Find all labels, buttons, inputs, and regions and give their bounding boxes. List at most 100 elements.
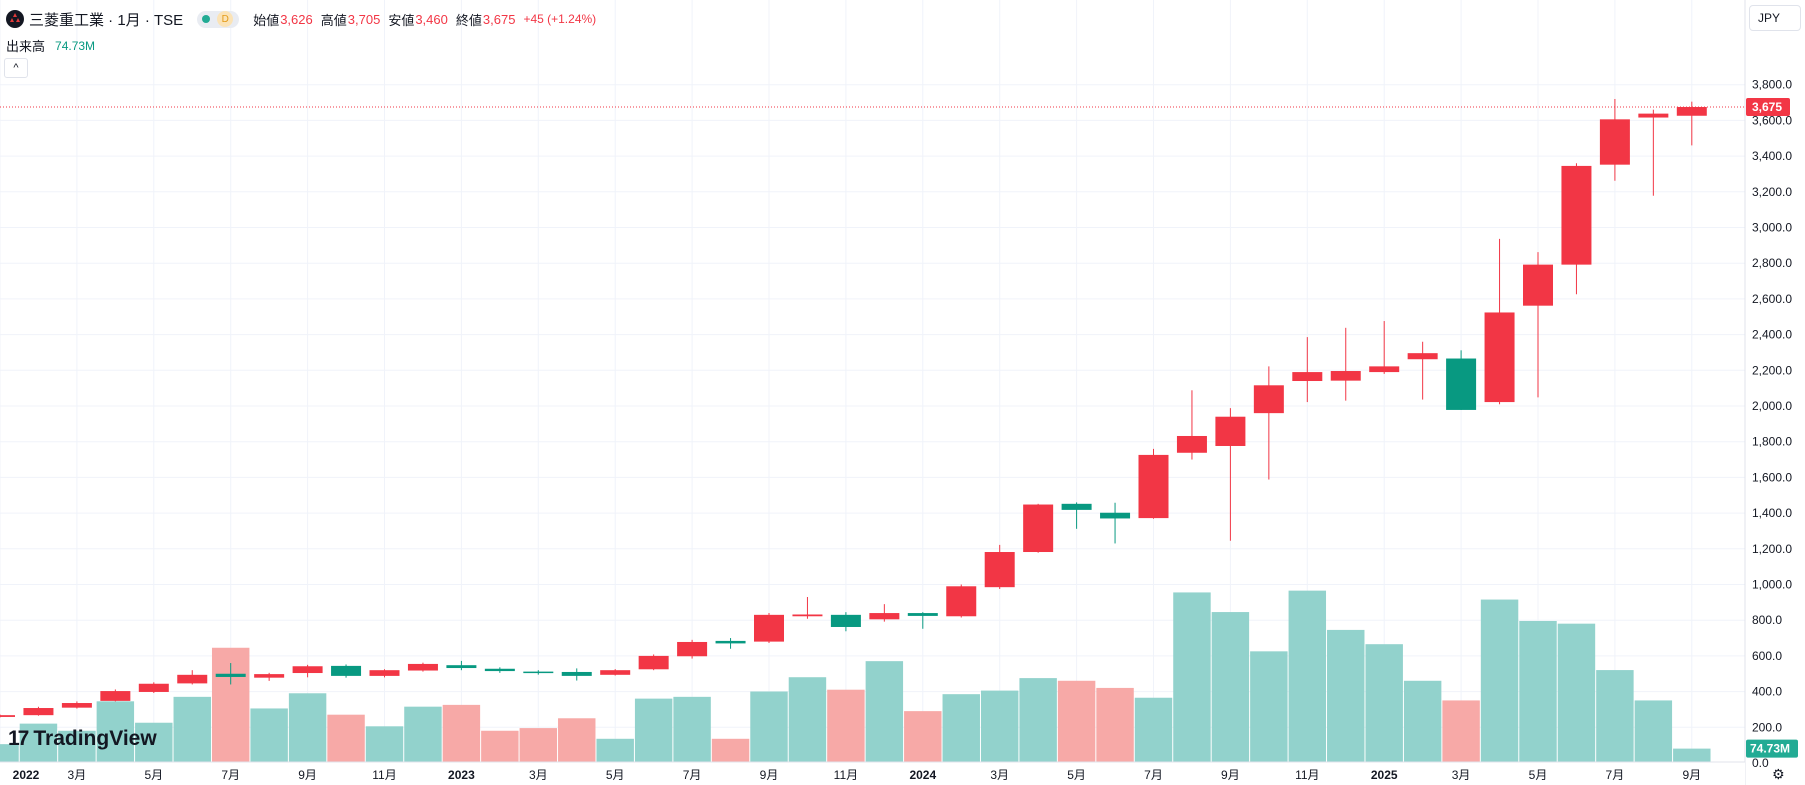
- candle-body: [638, 655, 669, 670]
- volume-bar: [1327, 629, 1365, 762]
- price-tick-label: 3,600.0: [1752, 113, 1792, 127]
- volume-bar: [19, 723, 58, 762]
- volume-bars: [0, 590, 1711, 762]
- volume-bar: [1250, 651, 1288, 762]
- time-axis[interactable]: 2022 3月 5月 7月 9月 11月 2023 3月 5月 7月 9月 11月 2024 3月 5月 7月…: [0, 761, 1745, 785]
- settings-button[interactable]: ⚙: [1772, 766, 1785, 783]
- high-label: 高値: [320, 12, 347, 28]
- candle-body: [715, 640, 746, 644]
- volume-label: 出来高: [6, 39, 46, 54]
- candle-body: [792, 614, 823, 617]
- volume-bar: [442, 704, 481, 762]
- candle-body: [946, 586, 977, 617]
- volume-bar: [1365, 644, 1403, 762]
- time-tick-label: 7月: [221, 768, 240, 782]
- candle-body: [1100, 512, 1131, 519]
- volume-bar: [1403, 680, 1442, 762]
- volume-value: 74.73M: [55, 38, 96, 53]
- volume-tag-label: 74.73M: [1750, 742, 1790, 756]
- volume-bar: [1596, 670, 1634, 762]
- open-label: 始値: [253, 12, 280, 28]
- tradingview-logo-icon: 17: [8, 727, 29, 750]
- candle-body: [254, 674, 285, 678]
- time-tick-label: 2024: [909, 768, 936, 782]
- volume-bar: [634, 698, 673, 762]
- candle-body: [523, 671, 554, 674]
- candle-body: [1484, 312, 1515, 403]
- candle-body: [1676, 107, 1707, 116]
- collapse-legend-button[interactable]: ^: [4, 58, 28, 78]
- grid-lines: [0, 0, 1745, 764]
- time-tick-label: 11月: [372, 768, 396, 782]
- volume-bar: [942, 694, 980, 762]
- candle-body: [484, 668, 515, 672]
- volume-bar: [1019, 678, 1057, 762]
- candle-body: [1292, 372, 1323, 382]
- price-tick-label: 3,000.0: [1752, 221, 1792, 235]
- candle-body: [1061, 503, 1092, 510]
- symbol-legend: 三菱重工業 · 1月 · TSE D 始値 3,626 高値 3,705 安値 …: [6, 9, 596, 29]
- volume-bar: [1442, 700, 1480, 762]
- candle-body: [138, 683, 169, 692]
- open-value: 3,626: [280, 11, 313, 27]
- time-tick-label: 5月: [144, 768, 163, 782]
- volume-bar: [788, 677, 827, 762]
- volume-bar: [1673, 748, 1711, 762]
- volume-bar: [1057, 680, 1096, 762]
- time-tick-label: 2025: [1371, 768, 1398, 782]
- candle-body: [331, 665, 362, 676]
- time-tick-label: 9月: [1221, 768, 1240, 782]
- time-tick-label: 11月: [834, 768, 858, 782]
- time-tick-label: 5月: [1067, 768, 1086, 782]
- time-axis-background: [0, 762, 1745, 785]
- volume-bar: [904, 711, 942, 762]
- candle-body: [215, 673, 246, 677]
- time-tick-label: 3月: [68, 768, 87, 782]
- price-axis-background: [1745, 0, 1805, 785]
- time-tick-label: 7月: [1144, 768, 1163, 782]
- currency-label: JPY: [1758, 11, 1781, 25]
- volume-bar: [135, 722, 173, 762]
- candle-body: [984, 552, 1015, 588]
- candlesticks: [0, 98, 1707, 718]
- volume-bar: [1519, 620, 1557, 762]
- volume-bar: [827, 689, 865, 762]
- high-value: 3,705: [347, 11, 381, 27]
- volume-bar: [1557, 623, 1596, 762]
- price-tick-label: 3,400.0: [1752, 149, 1792, 163]
- volume-bar: [365, 726, 404, 762]
- volume-bar: [327, 714, 365, 762]
- currency-selector[interactable]: JPY: [1749, 5, 1801, 31]
- price-tick-label: 1,400.0: [1752, 506, 1792, 520]
- volume-bar: [1634, 700, 1673, 762]
- time-tick-label: 5月: [606, 768, 625, 782]
- close-label: 終値: [455, 12, 482, 28]
- price-tick-label: 1,600.0: [1752, 470, 1792, 484]
- volume-tag[interactable]: [1746, 739, 1798, 758]
- volume-legend[interactable]: 出来高 74.73M: [6, 36, 95, 55]
- candle-body: [830, 614, 861, 627]
- candle-body: [677, 641, 708, 657]
- last-price-tag[interactable]: [1746, 98, 1790, 117]
- tradingview-logo[interactable]: 17 TradingView: [8, 727, 157, 751]
- candle-body: [1369, 366, 1400, 373]
- candle-body: [1253, 385, 1284, 414]
- candle-body: [1446, 358, 1477, 410]
- candle-body: [600, 670, 631, 675]
- time-tick-label: 9月: [1682, 768, 1701, 782]
- change-value: +45 (+1.24%): [523, 12, 597, 26]
- price-tick-label: 1,200.0: [1752, 542, 1792, 556]
- symbol-title[interactable]: 三菱重工業 · 1月 · TSE: [29, 11, 184, 29]
- volume-bar: [0, 744, 19, 762]
- last-price-tag-label: 3,675: [1752, 100, 1782, 114]
- price-tick-label: 3,200.0: [1752, 185, 1792, 199]
- volume-bar: [1173, 592, 1211, 762]
- candle-body: [0, 715, 15, 717]
- volume-bar: [481, 730, 519, 762]
- market-status-badge[interactable]: D: [197, 10, 240, 28]
- price-axis[interactable]: 0.0 200.0 400.0 600.0 800.0 1,000.0 1,200.0 1,4…: [1744, 0, 1805, 785]
- volume-bar: [558, 718, 596, 762]
- candle-body: [61, 703, 92, 708]
- candle-body: [1330, 371, 1361, 381]
